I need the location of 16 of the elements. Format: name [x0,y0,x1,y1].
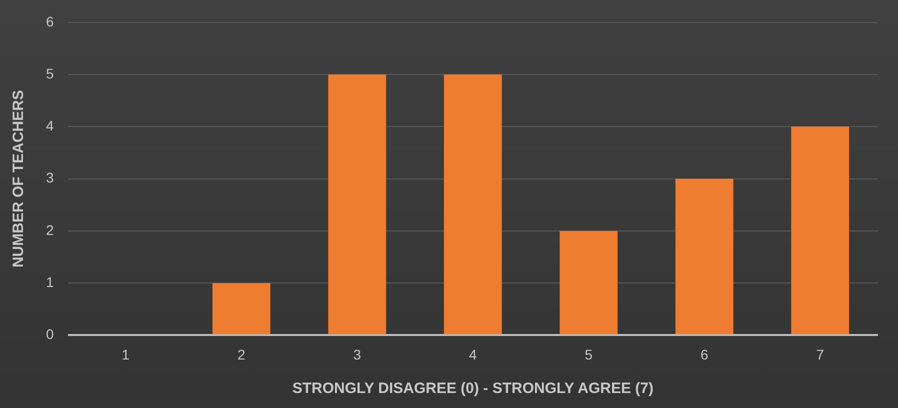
y-tick-label: 6 [46,13,54,30]
x-tick-label: 2 [238,346,246,362]
y-tick-label: 0 [46,326,54,342]
x-tick-label: 6 [700,346,708,362]
y-tick-label: 3 [46,170,54,186]
x-axis-title: STRONGLY DISAGREE (0) - STRONGLY AGREE (7) [292,380,654,398]
y-tick-label: 4 [46,118,54,134]
y-tick-label: 2 [46,222,54,238]
x-tick-label: 1 [122,346,130,362]
y-tick-label: 1 [46,274,54,290]
y-axis-title: NUMBER OF TEACHERS [10,90,28,268]
x-tick-label: 5 [584,346,593,362]
x-tick-label: 4 [468,346,477,362]
x-tick-label: 7 [816,346,824,362]
y-tick-label: 5 [46,65,54,82]
x-tick-label: 3 [353,346,362,362]
